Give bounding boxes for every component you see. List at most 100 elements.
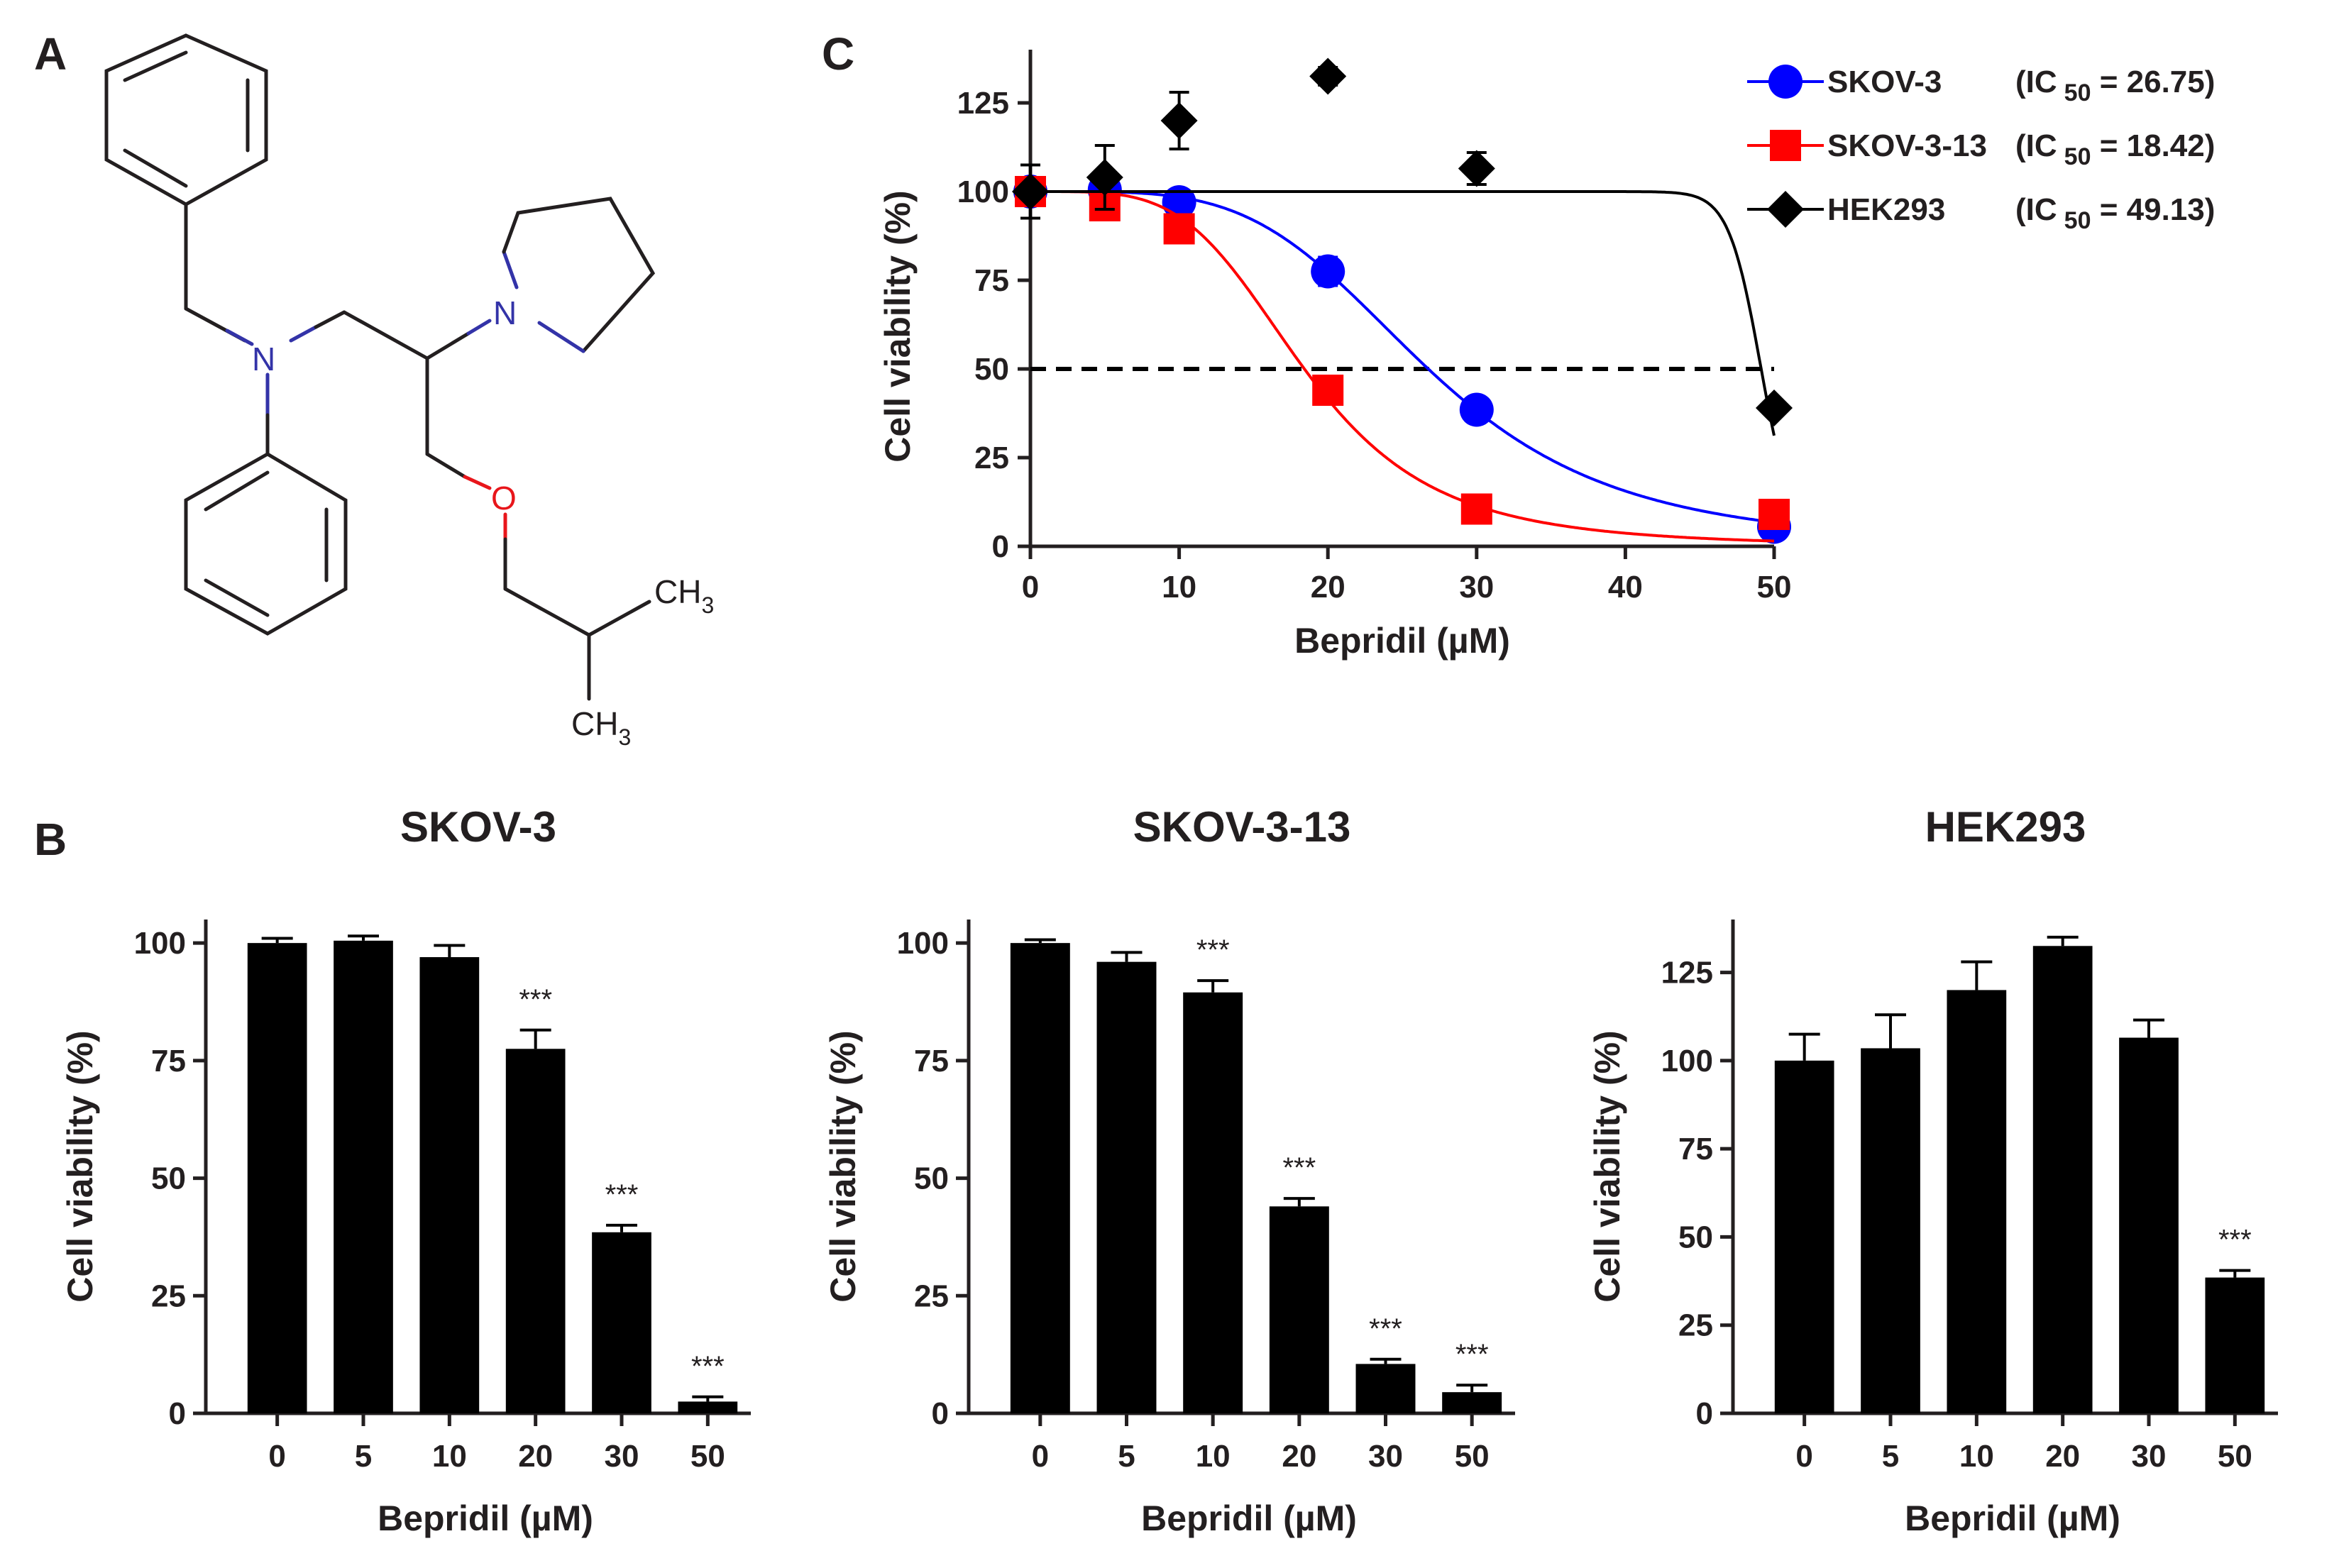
- bond-c1-c2: [342, 310, 429, 360]
- bar: [2205, 1277, 2265, 1413]
- bond-ch2-n-blue: [225, 328, 254, 346]
- legend-ic50: (IC 50 = 26.75): [2015, 65, 2215, 106]
- atom-n-pyrrolidine: N: [493, 294, 517, 331]
- dose-response-chart: 0 25 50 75 100 125 0 10 20 30 40 50 Cell viability (…: [878, 50, 2215, 661]
- x-tick-label: 0: [268, 1439, 285, 1474]
- legend-ic50-value: = 49.13): [2091, 192, 2215, 227]
- bepridil-structure: [104, 33, 656, 701]
- x-tick-label: 40: [1608, 570, 1643, 604]
- chart-title: SKOV-3: [400, 803, 556, 851]
- x-tick-label: 50: [1455, 1439, 1490, 1474]
- y-tick-label: 75: [151, 1044, 186, 1078]
- data-point: [1768, 65, 1803, 99]
- bond-c2-n-blue: [466, 319, 492, 336]
- atom-n-aniline: N: [252, 341, 275, 377]
- x-tick-label: 50: [1757, 570, 1792, 604]
- bar: [2032, 946, 2093, 1413]
- y-tick-label: 25: [1678, 1308, 1713, 1343]
- x-tick-label: 0: [1795, 1439, 1812, 1474]
- pyrrolidine-ring: [502, 197, 656, 353]
- x-axis-title: Bepridil (µM): [1294, 621, 1510, 661]
- significance-stars: ***: [605, 1179, 639, 1210]
- bond-ch2b: [314, 310, 346, 329]
- x-tick-label: 5: [1882, 1439, 1899, 1474]
- y-tick-label: 50: [914, 1161, 949, 1196]
- x-tick-label: 10: [1162, 570, 1196, 604]
- x-tick-label: 30: [605, 1439, 639, 1474]
- bond-c5-ch3a: [587, 600, 651, 637]
- significance-stars: ***: [1369, 1313, 1402, 1345]
- bond-c4-c5: [503, 587, 591, 637]
- data-point: [1309, 57, 1347, 95]
- bar: [247, 943, 307, 1413]
- bar: [1010, 943, 1070, 1413]
- y-tick-label: 0: [932, 1396, 949, 1431]
- bar-chart-skov3: SKOV-3 0 25 50 75 100 Cell viability (%) 0 5 10 20…: [60, 803, 751, 1538]
- y-axis-title: Cell viability (%): [1587, 1030, 1627, 1302]
- chart-title: SKOV-3-13: [1133, 803, 1351, 851]
- x-tick-label: 10: [432, 1439, 467, 1474]
- legend: SKOV-3 (IC 50 = 26.75) SKOV-3-13 (IC 50 = 18.…: [1747, 65, 2215, 234]
- x-tick-label: 5: [355, 1439, 372, 1474]
- y-tick-label: 100: [957, 175, 1009, 209]
- phenyl-ring: [184, 452, 348, 636]
- x-axis-title: Bepridil (µM): [1141, 1498, 1357, 1538]
- bar: [334, 940, 393, 1413]
- significance-stars: ***: [691, 1351, 725, 1382]
- x-tick-label: 30: [1368, 1439, 1403, 1474]
- legend-ic50-value: = 26.75): [2091, 65, 2215, 99]
- legend-ic50-sub: 50: [2064, 207, 2091, 234]
- significance-stars: ***: [1196, 934, 1230, 966]
- panel-letter-a: A: [34, 28, 67, 79]
- bond-c2-n: [425, 331, 470, 360]
- data-point: [1086, 159, 1123, 196]
- y-tick-label: 25: [151, 1279, 186, 1313]
- fit-curve: [1030, 190, 1776, 436]
- chart-title: HEK293: [1925, 803, 2086, 851]
- bar-chart-hek293: HEK293 0 25 50 75 100 125 Cell viability (%) 0 5 1…: [1587, 803, 2278, 1538]
- legend-name: HEK293: [1827, 192, 1945, 227]
- bar: [1096, 961, 1157, 1413]
- legend-ic50: (IC 50 = 18.42): [2015, 128, 2215, 170]
- x-tick-label: 20: [518, 1439, 553, 1474]
- y-tick-label: 0: [169, 1396, 186, 1431]
- x-tick-label: 0: [1022, 570, 1039, 604]
- y-axis-title: Cell viability (%): [60, 1030, 100, 1302]
- bar: [1947, 990, 2007, 1413]
- fit-curve: [1030, 190, 1775, 524]
- x-tick-label: 20: [1282, 1439, 1316, 1474]
- methyl-top-ch: CH: [654, 573, 701, 610]
- bar: [678, 1401, 738, 1413]
- y-tick-label: 100: [134, 926, 186, 961]
- y-tick-label: 75: [914, 1044, 949, 1078]
- legend-name: SKOV-3: [1827, 65, 1942, 99]
- bond-c3-o-red: [463, 475, 492, 490]
- methyl-bottom-ch: CH: [571, 705, 618, 742]
- panel-letter-b: B: [34, 814, 67, 865]
- data-point: [1767, 191, 1804, 228]
- y-tick-label: 50: [151, 1161, 186, 1196]
- bar: [1183, 992, 1243, 1413]
- legend-ic50-label: (IC: [2015, 65, 2057, 99]
- significance-stars: ***: [519, 984, 552, 1015]
- data-point: [1759, 499, 1790, 530]
- bar: [1774, 1060, 1834, 1413]
- legend-ic50-sub: 50: [2064, 79, 2091, 106]
- x-tick-label: 20: [2045, 1439, 2080, 1474]
- y-axis-title: Cell viability (%): [878, 190, 918, 462]
- methyl-bottom: CH3: [571, 705, 631, 750]
- methyl-top: CH3: [654, 573, 714, 618]
- data-point: [1458, 150, 1495, 187]
- legend-ic50-value: = 18.42): [2091, 128, 2215, 163]
- x-axis-title: Bepridil (µM): [1905, 1498, 2120, 1538]
- atom-o-ether: O: [491, 480, 517, 517]
- x-tick-label: 10: [1959, 1439, 1994, 1474]
- x-tick-label: 5: [1118, 1439, 1135, 1474]
- bond-n-ch2b: [289, 325, 318, 343]
- y-tick-label: 50: [1678, 1220, 1713, 1254]
- y-tick-label: 100: [897, 926, 949, 961]
- bar: [1355, 1364, 1416, 1413]
- bar: [1442, 1392, 1502, 1413]
- y-tick-label: 100: [1661, 1044, 1713, 1078]
